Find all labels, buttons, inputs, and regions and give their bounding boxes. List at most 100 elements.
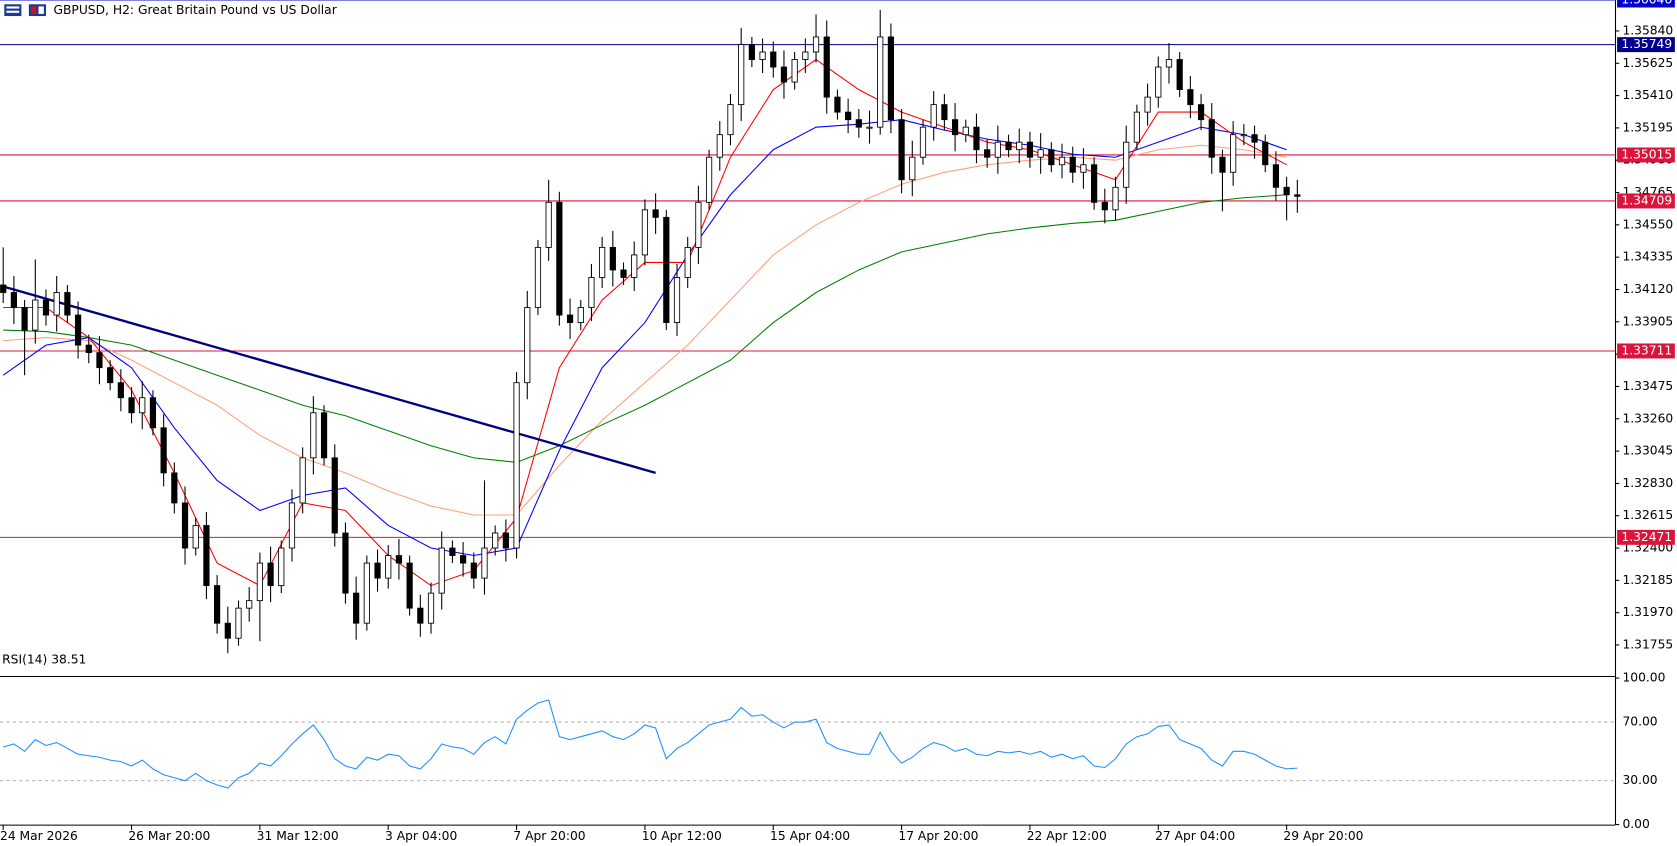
- candle-body: [21, 307, 28, 331]
- candle-body: [524, 307, 531, 384]
- y-tick-label: 1.32615: [1622, 508, 1673, 522]
- candle-body: [492, 532, 499, 549]
- candle-body: [609, 246, 616, 271]
- candle-body: [96, 352, 103, 369]
- candle-body: [1026, 141, 1034, 158]
- level-label-box: [1617, 529, 1675, 545]
- candle-body: [727, 104, 734, 136]
- candle-body: [620, 269, 627, 278]
- candle-body: [449, 547, 456, 556]
- candle-body: [427, 592, 435, 624]
- candle-body: [363, 562, 370, 624]
- y-tick-label: 1.35195: [1622, 120, 1673, 134]
- rsi-title: RSI(14) 38.51: [2, 652, 86, 666]
- y-tick-label: 1.35410: [1622, 88, 1673, 102]
- candle-body: [288, 502, 296, 549]
- candle-body: [930, 104, 937, 128]
- candle-body: [1240, 134, 1247, 137]
- candle-body: [1080, 164, 1087, 173]
- candle-body: [1016, 141, 1023, 151]
- candle-body: [909, 156, 916, 181]
- candle-body: [235, 607, 242, 639]
- candle-body: [877, 36, 884, 128]
- candle-body: [42, 299, 50, 316]
- candle-body: [1005, 141, 1012, 151]
- x-tick-label: 7 Apr 20:00: [513, 829, 585, 843]
- candle-body: [246, 600, 253, 609]
- candle-body: [631, 254, 638, 278]
- candle-body: [64, 292, 71, 316]
- candle-body: [705, 156, 713, 203]
- candle-body: [566, 314, 574, 323]
- candle-body: [791, 59, 798, 83]
- x-tick-label: 29 Apr 20:00: [1283, 829, 1363, 843]
- candle-body: [1069, 156, 1076, 173]
- candle-body: [502, 532, 509, 549]
- candle-body: [32, 299, 39, 331]
- candle-body: [470, 562, 477, 579]
- y-tick-label: 1.31970: [1622, 605, 1673, 619]
- candle-body: [406, 562, 413, 609]
- x-tick-label: 24 Mar 2026: [0, 829, 78, 843]
- candle-body: [310, 412, 317, 459]
- candle-body: [417, 607, 424, 624]
- x-tick-label: 27 Apr 04:00: [1155, 829, 1235, 843]
- candle-body: [1197, 104, 1205, 121]
- candle-body: [299, 457, 306, 504]
- candle-body: [962, 126, 969, 136]
- candle-body: [53, 292, 60, 316]
- y-tick-label: 1.31755: [1622, 637, 1673, 651]
- level-label: 1.35749: [1621, 37, 1672, 51]
- candle-body: [1294, 194, 1301, 197]
- icon: [4, 4, 22, 17]
- y-tick-label: 1.34335: [1622, 250, 1673, 264]
- candle-body: [588, 277, 595, 308]
- candle-body: [1176, 59, 1183, 91]
- candle-body: [107, 367, 114, 384]
- candle-body: [256, 562, 263, 602]
- candle-body: [1230, 134, 1237, 173]
- candle-body: [673, 277, 681, 323]
- candle-body: [941, 104, 948, 121]
- candle-body: [1272, 164, 1280, 188]
- candle-body: [951, 119, 959, 136]
- y-tick-label: 1.35625: [1622, 56, 1673, 70]
- candle-body: [117, 382, 124, 399]
- candle-body: [919, 126, 927, 158]
- x-tick-label: 15 Apr 04:00: [770, 829, 850, 843]
- icon: [6, 6, 20, 9]
- y-tick-label: 1.34120: [1622, 282, 1673, 296]
- level-label-box: [1617, 193, 1675, 209]
- candle-body: [267, 562, 274, 587]
- candle-body: [1123, 141, 1130, 188]
- level-label-box: [1617, 37, 1675, 53]
- frame: [0, 0, 1617, 826]
- y-tick-label: 1.34550: [1622, 217, 1673, 231]
- x-tick-label: 26 Mar 20:00: [128, 829, 210, 843]
- candle-body: [342, 532, 349, 594]
- candle-body: [139, 397, 146, 414]
- candle-body: [203, 525, 210, 587]
- icon: [31, 6, 37, 14]
- candle-body: [973, 126, 980, 151]
- candle-body: [224, 622, 231, 639]
- candle-body: [192, 525, 199, 549]
- candle-body: [652, 209, 659, 218]
- candle-body: [171, 472, 178, 504]
- candle-body: [128, 397, 135, 414]
- level-label: 1.34709: [1621, 193, 1672, 207]
- candle-body: [887, 36, 895, 121]
- candle-body: [898, 119, 905, 181]
- candle-body: [181, 502, 189, 549]
- candle-body: [834, 96, 841, 113]
- candle-body: [1219, 156, 1226, 173]
- y-tick-label: 1.33475: [1622, 379, 1673, 393]
- candle-body: [1208, 119, 1215, 158]
- candle-body: [770, 51, 777, 68]
- candle-body: [534, 246, 542, 308]
- candle-body: [641, 209, 649, 256]
- candle-body: [395, 555, 403, 564]
- candle-body: [855, 119, 862, 128]
